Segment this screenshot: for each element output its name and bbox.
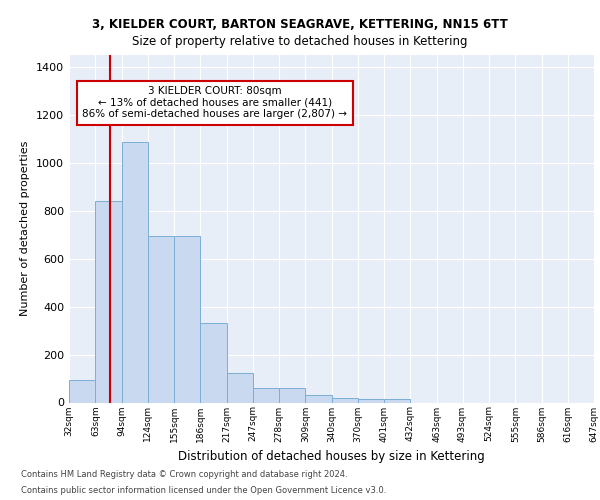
Bar: [332, 398, 358, 402]
Bar: [200, 324, 227, 402]
Bar: [227, 372, 253, 402]
Text: Contains public sector information licensed under the Open Government Licence v3: Contains public sector information licen…: [21, 486, 386, 495]
Text: 3, KIELDER COURT, BARTON SEAGRAVE, KETTERING, NN15 6TT: 3, KIELDER COURT, BARTON SEAGRAVE, KETTE…: [92, 18, 508, 30]
Bar: [384, 399, 410, 402]
X-axis label: Distribution of detached houses by size in Kettering: Distribution of detached houses by size …: [178, 450, 485, 463]
Bar: [305, 396, 332, 402]
Y-axis label: Number of detached properties: Number of detached properties: [20, 141, 31, 316]
Bar: [122, 142, 148, 402]
Text: Size of property relative to detached houses in Kettering: Size of property relative to detached ho…: [132, 35, 468, 48]
Bar: [148, 236, 174, 402]
Text: 3 KIELDER COURT: 80sqm
← 13% of detached houses are smaller (441)
86% of semi-de: 3 KIELDER COURT: 80sqm ← 13% of detached…: [82, 86, 347, 120]
Bar: [174, 236, 200, 402]
Bar: [253, 388, 279, 402]
Text: Contains HM Land Registry data © Crown copyright and database right 2024.: Contains HM Land Registry data © Crown c…: [21, 470, 347, 479]
Bar: [69, 380, 95, 402]
Bar: [279, 388, 305, 402]
Bar: [95, 201, 122, 402]
Bar: [358, 399, 384, 402]
